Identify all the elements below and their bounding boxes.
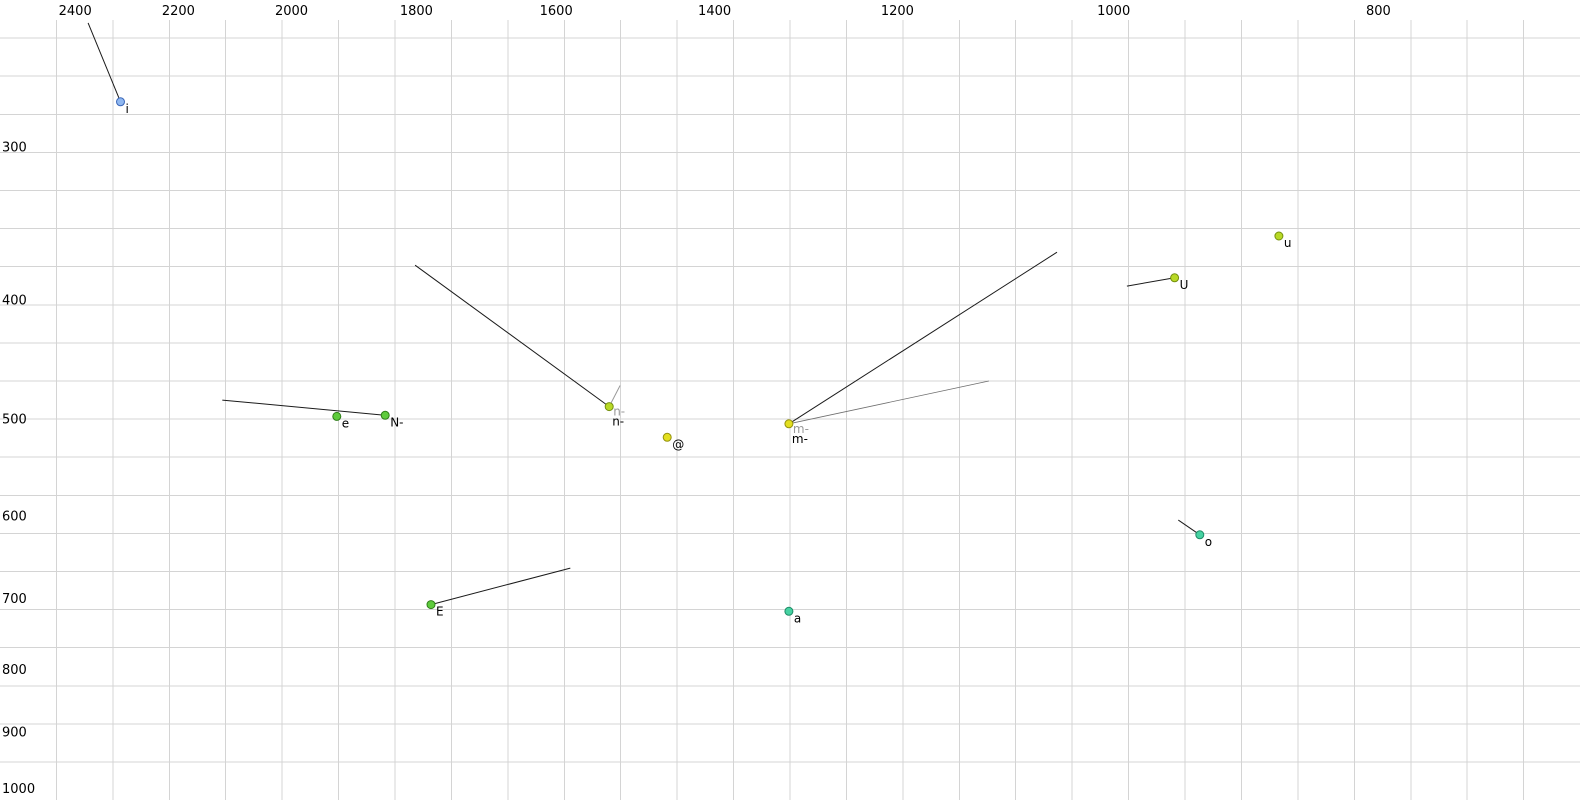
x-tick-label: 2200 (162, 4, 195, 19)
y-tick-label: 700 (2, 592, 27, 607)
x-tick-label: 2400 (59, 4, 92, 19)
trajectory-i-tail (87, 22, 121, 102)
data-point-n[interactable] (380, 410, 390, 420)
point-label: U (1180, 278, 1189, 292)
data-point-a[interactable] (784, 606, 794, 616)
y-tick-label: 800 (2, 663, 27, 678)
y-tick-label: 300 (2, 140, 27, 155)
point-label: o (1205, 535, 1212, 549)
data-point-i[interactable] (116, 97, 125, 107)
trajectory-n-tail (414, 264, 610, 408)
x-tick-label: 2000 (275, 4, 308, 19)
x-tick-label: 1000 (1097, 4, 1130, 19)
data-point-[interactable] (662, 432, 672, 442)
x-tick-label: 800 (1366, 4, 1391, 19)
data-point-m[interactable] (784, 419, 794, 429)
y-tick-label: 900 (2, 726, 27, 741)
trajectory-m-long-tail (788, 251, 1058, 425)
axis-labels: 2400 2200 2000 1800 1600 1400 1200 1000 800 300 40… (2, 4, 1391, 797)
point-label: N- (390, 415, 403, 429)
trajectory-m-thin-tail (788, 380, 989, 425)
y-tick-label: 600 (2, 510, 27, 525)
trajectory-e-open-tail (430, 567, 571, 606)
x-tick-label: 1800 (400, 4, 433, 19)
point-ghost-label: m- (793, 422, 809, 436)
y-tick-label: 400 (2, 294, 27, 309)
point-ghost-label: n- (613, 405, 625, 419)
data-point-e[interactable] (426, 600, 436, 610)
point-label: @ (672, 437, 684, 451)
point-label: n- (612, 415, 624, 429)
data-point-e[interactable] (332, 411, 342, 421)
point-label: m- (792, 432, 808, 446)
y-tick-label: 500 (2, 413, 27, 428)
trajectory-e-n-cap-tail (222, 399, 386, 416)
data-point-n[interactable] (604, 402, 614, 412)
grid (0, 20, 1580, 800)
x-tick-label: 1400 (698, 4, 731, 19)
trajectory-u-cap-tail (1126, 277, 1175, 287)
x-tick-label: 1600 (540, 4, 573, 19)
point-label: i (126, 102, 129, 116)
trajectories (87, 22, 1201, 606)
point-label: a (794, 611, 801, 625)
point-label: e (342, 416, 349, 430)
point-label: E (436, 605, 444, 619)
data-point-o[interactable] (1195, 530, 1205, 540)
data-point-u[interactable] (1170, 273, 1180, 283)
x-tick-label: 1200 (881, 4, 914, 19)
data-points: i e N-n-n- @ m-m- E a o Uu (116, 97, 1292, 625)
point-label: u (1284, 236, 1292, 250)
y-tick-label: 1000 (2, 782, 35, 797)
data-point-u[interactable] (1274, 231, 1284, 241)
